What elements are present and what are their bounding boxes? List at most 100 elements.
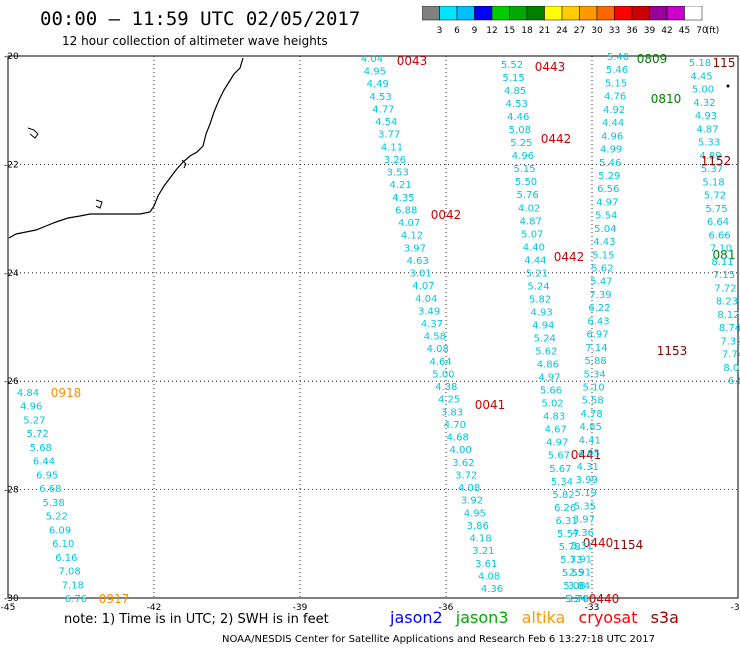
wave-height-value: 6.16 [55,553,77,564]
wave-height-value: 3.62 [452,458,474,469]
wave-height-value: 5.76 [516,190,538,201]
wave-height-value: 8.11 [711,257,733,268]
wave-height-value: 7.08 [58,567,80,578]
wave-height-value: 7.15 [713,270,735,281]
wave-height-value: 6.26 [554,503,576,514]
page-subtitle: 12 hour collection of altimeter wave hei… [62,34,328,48]
wave-height-value: 3.92 [461,496,483,507]
wave-height-value: 5.67 [548,451,570,462]
wave-height-value: 4.85 [580,422,602,433]
island-shape [181,159,187,169]
wave-height-value: 5.62 [591,264,613,275]
wave-height-value: 5.25 [510,138,532,149]
lat-tick-label: -24 [4,269,19,279]
wave-height-value: 3.91 [570,554,592,565]
wave-height-value: 5.10 [582,382,604,393]
wave-height-value: 4.70 [444,420,466,431]
wave-height-value: 4.12 [401,231,423,242]
colorbar-label: 30 [591,26,603,36]
pass-time-label: 115 [713,56,736,70]
wave-height-value: 4.11 [381,142,403,153]
wave-height-value: 5.18 [702,177,724,188]
wave-height-value: 4.31 [577,462,599,473]
wave-height-value: 8.23 [716,297,738,308]
wave-height-value: 4.94 [532,320,554,331]
wave-height-value: 4.35 [392,193,414,204]
map-frame [7,55,739,599]
wave-height-value: 5.34 [583,369,605,380]
wave-height-value: 8.74 [719,323,740,334]
wave-height-value: 5.02 [541,399,563,410]
wave-height-value: 4.63 [407,256,429,267]
wave-height-value: 5.24 [565,594,587,605]
colorbar-label: 33 [609,26,620,36]
wave-height-value: 5.00 [432,369,454,380]
wave-height-value: 6.43 [587,316,609,327]
wave-height-value: 4.78 [581,409,603,420]
wave-height-value: 6.44 [33,457,55,468]
pass-time-label: 0443 [535,60,566,74]
pass-time-label: 0041 [475,398,506,412]
wave-height-value: 4.93 [695,111,717,122]
wave-height-value: 5.15 [592,250,614,261]
wave-height-value: 4.68 [447,433,469,444]
wave-height-value: 4.36 [572,528,594,539]
wave-height-value: 4.21 [389,180,411,191]
wave-height-value: 5.07 [521,229,543,240]
wave-height-value: 4.96 [20,402,42,413]
legend-jason3: jason3 [455,608,509,627]
wave-height-value: 3.21 [472,546,494,557]
wave-height-value: 4.44 [602,118,624,129]
wave-height-value: 5.47 [590,277,612,288]
pass-time-label: 0042 [431,208,462,222]
wave-height-value: 5.29 [598,171,620,182]
altimeter-tracks: 4.044.954.494.534.774.543.774.113.263.53… [17,52,740,606]
wave-height-value: 4.89 [699,151,721,162]
wave-height-value: 6.64 [707,217,729,228]
wave-height-value: 4.67 [545,425,567,436]
wave-height-value: 4.08 [427,344,449,355]
colorbar-label: 39 [644,26,656,36]
pass-time-label: 1152 [701,154,732,168]
wave-height-value: 5.55 [562,568,584,579]
wave-height-value: 5.82 [552,490,574,501]
wave-height-value: 5.15 [502,73,524,84]
lon-tick-label: -45 [1,603,16,613]
colorbar-label: 70 [696,26,708,36]
wave-height-value: 4.85 [504,86,526,97]
wave-height-value: 5.46 [606,65,628,76]
wave-height-value: 6.66 [708,230,730,241]
wave-height-value: 4.97 [596,197,618,208]
wave-height-value: 4.45 [690,71,712,82]
wave-height-value: 4.37 [421,319,443,330]
wave-height-value: 7.18 [62,580,84,591]
wave-height-value: 3.97 [404,243,426,254]
wave-height-value: 3.31 [571,541,593,552]
wave-height-value: 4.32 [693,98,715,109]
wave-height-value: 4.96 [601,131,623,142]
wave-height-value: 5.72 [704,191,726,202]
legend-s3a: s3a [650,608,679,627]
lon-tick-label: -30 [731,603,740,613]
wave-height-value: 3.84 [568,581,590,592]
wave-height-value: 5.54 [595,211,617,222]
wave-height-value: 4.43 [593,237,615,248]
pass-time-label: 081 [713,248,736,262]
wave-height-value: 4.36 [481,584,503,595]
pass-time-label: 0917 [99,592,130,606]
wave-height-value: 5.00 [692,85,714,96]
wave-height-value: 5.08 [509,125,531,136]
color-scale-legend: 3 6 9 12 15 18 21 24 27 30 33 36 39 42 45 70(ft) [422,6,719,36]
wave-height-value: 2.91 [569,568,591,579]
wave-height-value: 4.08 [478,571,500,582]
lat-tick-label: -20 [4,52,19,62]
wave-height-value: 3.86 [467,521,489,532]
wave-height-value: 4.40 [523,242,545,253]
wave-height-value: 4.53 [506,99,528,110]
pass-time-label: 0918 [51,386,82,400]
footer-note: note: 1) Time is in UTC; 2) SWH is in fe… [64,612,329,627]
credit-line: NOAA/NESDIS Center for Satellite Applica… [222,634,655,645]
wave-height-value: 6.68 [39,484,61,495]
wave-height-value: 6.22 [588,303,610,314]
wave-height-value: 5.24 [534,334,556,345]
